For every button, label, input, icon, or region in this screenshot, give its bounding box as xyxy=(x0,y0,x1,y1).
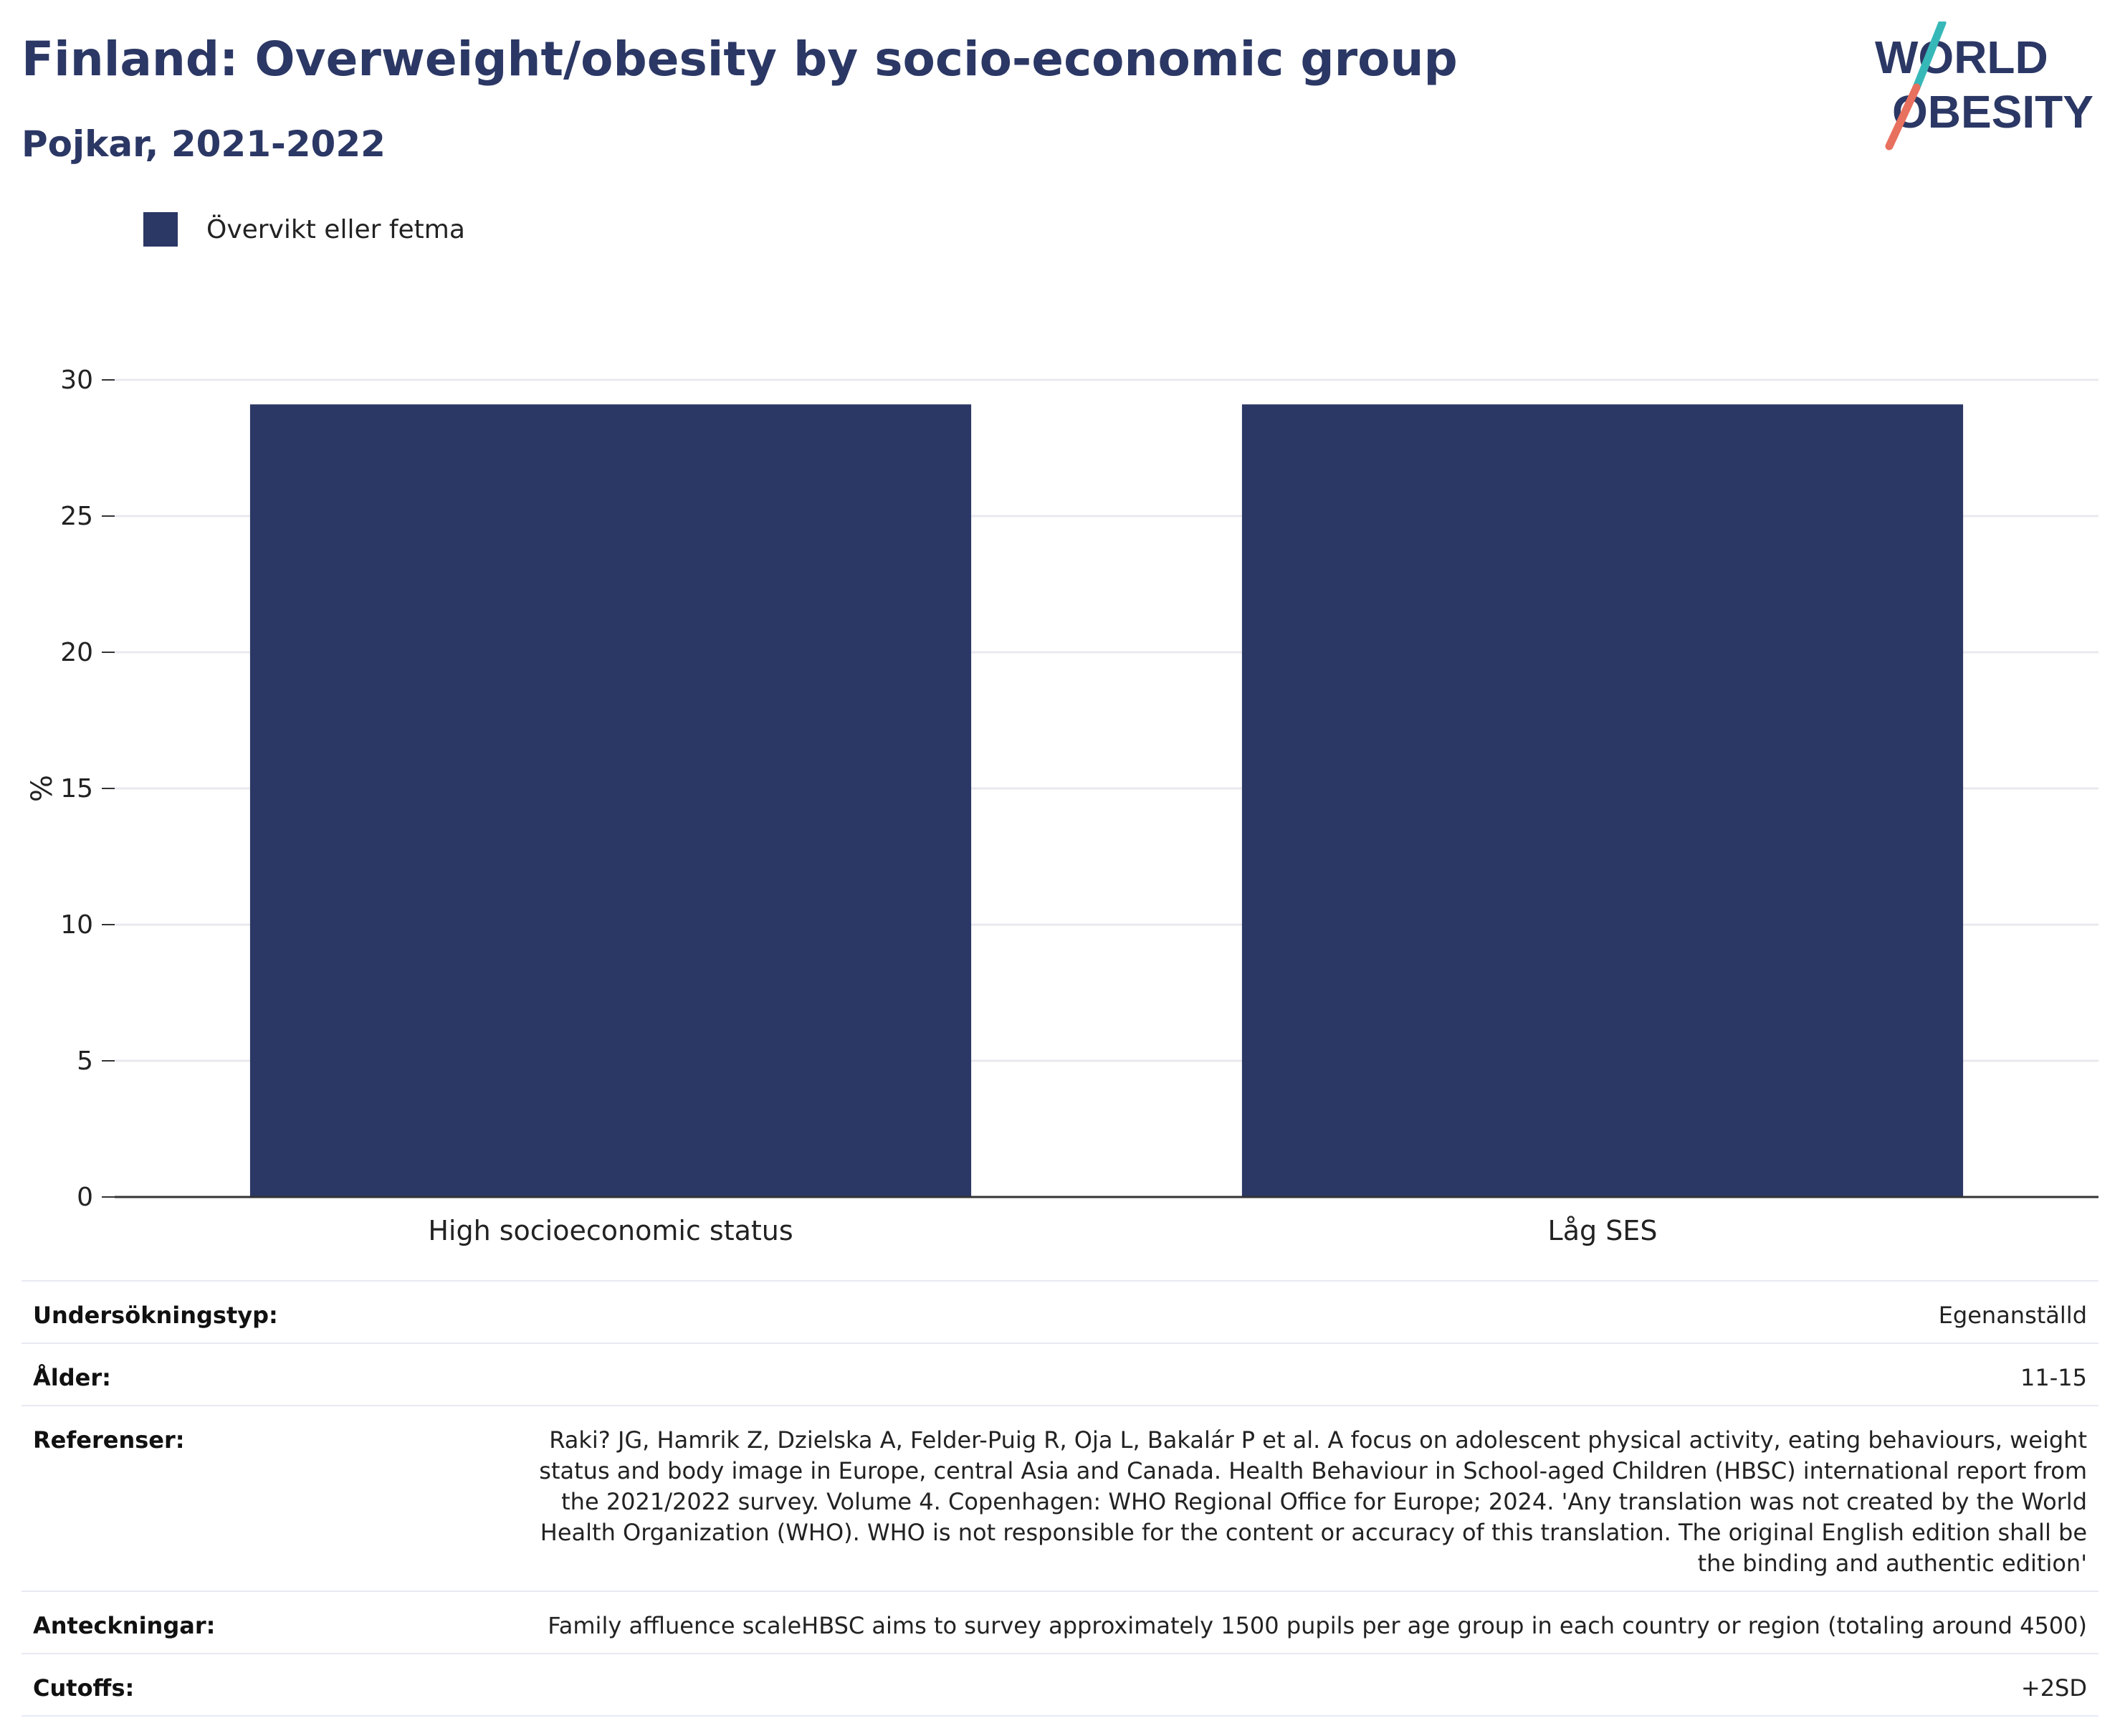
meta-value: Raki? JG, Hamrik Z, Dzielska A, Felder-P… xyxy=(539,1426,2087,1577)
meta-value: Family affluence scaleHBSC aims to surve… xyxy=(548,1612,2087,1639)
meta-row-references: Referenser: Raki? JG, Hamrik Z, Dzielska… xyxy=(22,1405,2098,1590)
meta-label: Undersökningstyp: xyxy=(33,1302,278,1329)
svg-text:WORLD: WORLD xyxy=(1875,32,2048,83)
meta-value: 11-15 xyxy=(2020,1364,2087,1391)
y-axis-label: % xyxy=(26,775,59,802)
y-tick-label: 30 xyxy=(60,366,93,395)
chart-legend: Övervikt eller fetma xyxy=(143,212,465,247)
y-tick-label: 10 xyxy=(60,910,93,940)
metadata-table: Undersökningstyp: Egenanställd Ålder: 11… xyxy=(22,1280,2098,1717)
x-tick-label: Låg SES xyxy=(1548,1215,1658,1246)
chart-title: Finland: Overweight/obesity by socio-eco… xyxy=(22,32,1458,87)
meta-row-survey-type: Undersökningstyp: Egenanställd xyxy=(22,1280,2098,1342)
meta-row-cutoffs: Cutoffs: +2SD xyxy=(22,1653,2098,1717)
y-tick-label: 25 xyxy=(60,502,93,531)
y-tick-label: 5 xyxy=(77,1046,93,1076)
world-obesity-logo: WORLD OBESITY xyxy=(1871,19,2100,151)
y-tick-label: 15 xyxy=(60,774,93,803)
meta-label: Ålder: xyxy=(33,1364,111,1391)
meta-row-notes: Anteckningar: Family affluence scaleHBSC… xyxy=(22,1590,2098,1653)
chart-subtitle: Pojkar, 2021-2022 xyxy=(22,123,386,165)
meta-label: Anteckningar: xyxy=(33,1612,216,1639)
meta-row-age: Ålder: 11-15 xyxy=(22,1342,2098,1405)
bar xyxy=(1241,404,1964,1198)
meta-label: Referenser: xyxy=(33,1426,185,1454)
meta-label: Cutoffs: xyxy=(33,1674,135,1702)
svg-text:OBESITY: OBESITY xyxy=(1892,86,2093,138)
meta-value: Egenanställd xyxy=(1938,1302,2087,1329)
y-tick-label: 0 xyxy=(77,1183,93,1212)
bar xyxy=(249,404,972,1198)
bar-chart: 0 5 10 15 20 25 30 High socioeconomic status Låg… xyxy=(26,366,2098,1246)
y-tick-label: 20 xyxy=(60,638,93,667)
meta-value: +2SD xyxy=(2020,1674,2087,1702)
legend-swatch xyxy=(143,212,178,247)
x-tick-label: High socioeconomic status xyxy=(428,1215,793,1246)
legend-label: Övervikt eller fetma xyxy=(206,214,465,244)
